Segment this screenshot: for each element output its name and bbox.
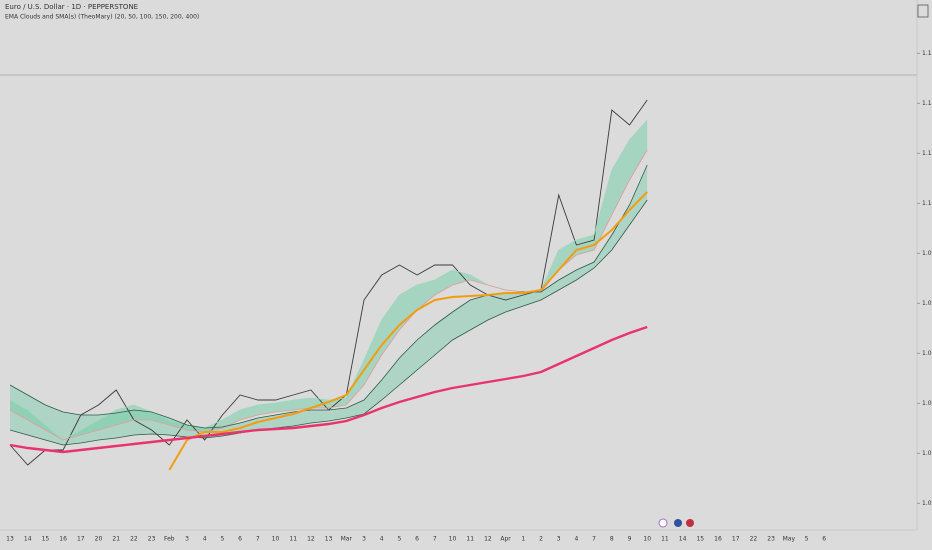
x-tick-label: 17: [77, 536, 85, 543]
x-tick-label: 14: [24, 536, 32, 543]
x-tick-label: 20: [95, 536, 103, 543]
series-line: [9, 199, 648, 446]
x-tick-label: 16: [714, 536, 722, 543]
x-tick-label: 22: [130, 536, 138, 543]
x-tick-label: 10: [272, 536, 280, 543]
y-tick-label: 1.1350: [922, 100, 932, 107]
x-tick-label: 16: [59, 536, 67, 543]
x-tick-label: 7: [433, 536, 437, 543]
y-tick-label: 1.0600: [922, 350, 932, 357]
x-tick-label: 13: [325, 536, 333, 543]
x-tick-label: 23: [148, 536, 156, 543]
x-tick-label: 13: [6, 536, 14, 543]
y-tick-label: 1.1050: [922, 200, 932, 207]
x-tick-label: 7: [592, 536, 596, 543]
event-flag[interactable]: [674, 519, 682, 527]
x-tick-label: 15: [696, 536, 704, 543]
y-tick-label: 1.0750: [922, 300, 932, 307]
series-line: [9, 164, 648, 429]
series-line: [9, 149, 648, 441]
chart-subtitle: EMA Clouds and SMA(s) (TheoMary) (20, 50…: [5, 14, 199, 21]
series-line: [168, 191, 648, 471]
y-tick-label: 1.1200: [922, 150, 932, 157]
x-tick-label: 3: [185, 536, 189, 543]
x-tick-label: 22: [750, 536, 758, 543]
x-tick-label: 12: [484, 536, 492, 543]
x-tick-label: 21: [112, 536, 120, 543]
y-tick-label: 1.0900: [922, 250, 932, 257]
x-tick-label: 4: [574, 536, 578, 543]
x-tick-label: 10: [449, 536, 457, 543]
x-tick-label: 4: [380, 536, 384, 543]
x-tick-label: 5: [220, 536, 224, 543]
x-tick-label: 8: [610, 536, 614, 543]
x-tick-label: 5: [805, 536, 809, 543]
x-tick-label: 4: [203, 536, 207, 543]
cloud-fill: [10, 120, 648, 440]
x-tick-label: 10: [643, 536, 651, 543]
series-line: [9, 119, 648, 441]
y-tick-label: 1.1500: [922, 50, 932, 57]
x-tick-label: 6: [415, 536, 419, 543]
x-tick-label: 3: [557, 536, 561, 543]
x-tick-label: 11: [466, 536, 474, 543]
x-tick-label: 1: [521, 536, 525, 543]
x-tick-label: 2: [539, 536, 543, 543]
x-tick-label: Mar: [341, 536, 353, 543]
event-icon[interactable]: [658, 518, 668, 528]
x-tick-label: 3: [362, 536, 366, 543]
x-tick-label: 15: [42, 536, 50, 543]
x-tick-label: 6: [238, 536, 242, 543]
settings-icon[interactable]: [917, 4, 929, 18]
x-tick-label: 11: [289, 536, 297, 543]
x-tick-label: Apr: [500, 536, 511, 543]
x-tick-label: May: [783, 536, 796, 543]
y-tick-label: 1.0300: [922, 450, 932, 457]
x-tick-label: 6: [822, 536, 826, 543]
x-tick-label: 7: [256, 536, 260, 543]
chart-title: Euro / U.S. Dollar · 1D · PEPPERSTONE: [5, 3, 138, 11]
cloud-fill: [10, 165, 648, 445]
series-line: [9, 325, 648, 454]
y-tick-label: 1.0150: [922, 500, 932, 507]
x-tick-label: 23: [767, 536, 775, 543]
event-flag[interactable]: [686, 519, 694, 527]
x-tick-label: 11: [661, 536, 669, 543]
x-tick-label: 9: [628, 536, 632, 543]
x-tick-label: 17: [732, 536, 740, 543]
x-tick-label: 12: [307, 536, 315, 543]
y-tick-label: 1.0450: [922, 400, 932, 407]
x-tick-label: 5: [397, 536, 401, 543]
x-tick-label: 14: [679, 536, 687, 543]
x-tick-label: Feb: [164, 536, 175, 543]
